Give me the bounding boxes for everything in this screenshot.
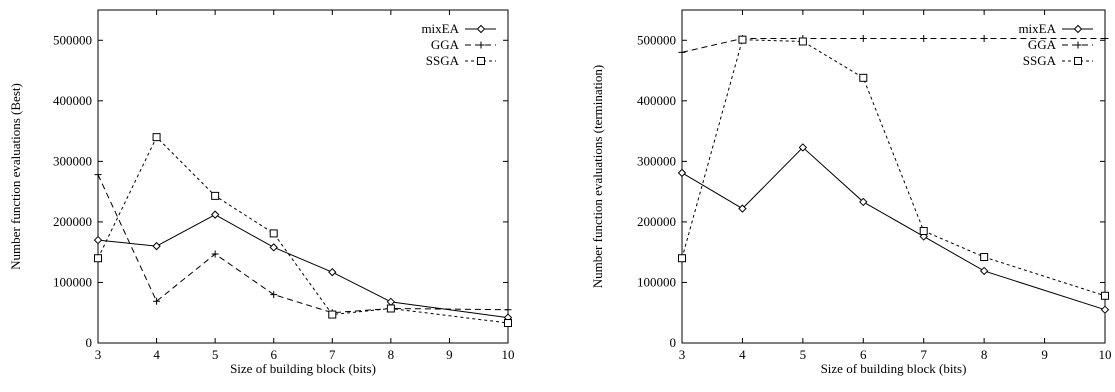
data-point (93, 235, 103, 245)
series-line (97, 174, 509, 314)
y-tick-label: 200000 (53, 214, 92, 229)
data-point (798, 143, 808, 152)
x-tick-label: 3 (95, 347, 102, 362)
data-point (211, 250, 219, 258)
data-point (920, 34, 928, 42)
x-tick-label: 6 (860, 347, 867, 362)
x-tick-label: 9 (1041, 347, 1048, 362)
data-point (152, 133, 161, 142)
series-line (97, 136, 509, 324)
data-point (270, 291, 278, 299)
x-tick-label: 5 (800, 347, 807, 362)
data-point (328, 310, 337, 319)
data-point (504, 306, 512, 314)
data-point (677, 168, 687, 178)
y-tick-label: 100000 (53, 274, 92, 289)
y-tick-label: 500000 (53, 32, 92, 47)
y-tick-label: 200000 (637, 214, 676, 229)
legend-label: mixEA (421, 21, 459, 36)
x-tick-label: 7 (920, 347, 927, 362)
y-tick-label: 0 (86, 335, 93, 350)
series-SSGA (94, 133, 512, 328)
data-point (1101, 34, 1109, 42)
data-point (94, 171, 102, 179)
data-point (678, 48, 686, 56)
y-tick-label: 400000 (637, 93, 676, 108)
y-axis-label: Number function evaluations (termination… (590, 65, 605, 288)
y-tick-label: 400000 (53, 93, 92, 108)
legend-label: SSGA (1023, 53, 1057, 68)
y-axis-label: Number function evaluations (Best) (8, 83, 23, 270)
legend-marker (1074, 41, 1082, 49)
legend-label: SSGA (426, 53, 460, 68)
data-point (153, 297, 161, 305)
series-mixEA (677, 143, 1110, 314)
x-tick-label: 6 (270, 347, 277, 362)
data-point (328, 267, 337, 277)
legend-marker (476, 24, 486, 34)
x-tick-label: 4 (739, 347, 746, 362)
x-tick-label: 7 (329, 347, 336, 362)
data-point (210, 210, 220, 219)
x-tick-label: 10 (502, 347, 515, 362)
legend-marker (477, 41, 485, 49)
legend-marker (1073, 24, 1083, 34)
y-tick-label: 100000 (637, 274, 676, 289)
series-line (97, 214, 509, 319)
data-point (269, 229, 278, 238)
data-point (269, 243, 278, 252)
data-point (859, 73, 868, 82)
data-point (979, 266, 989, 276)
x-tick-label: 9 (446, 347, 453, 362)
y-tick-label: 300000 (53, 153, 92, 168)
data-point (798, 37, 807, 46)
x-tick-label: 4 (153, 347, 160, 362)
data-point (980, 34, 988, 42)
legend-label: mixEA (1018, 21, 1056, 36)
chart-2: 3 4 5 6 7 8 9 10 0 100000 200000 300000 400000 500000… (590, 9, 1112, 376)
data-point (919, 226, 928, 235)
x-axis-label: Size of building block (bits) (821, 361, 967, 376)
legend-marker (477, 57, 485, 65)
data-point (152, 241, 161, 251)
data-point (859, 34, 867, 42)
chart-1: 3 4 5 6 7 8 9 10 0 100000 200000 300000 400000 500000… (8, 9, 515, 376)
series-line (681, 146, 1106, 311)
data-point (1100, 305, 1110, 314)
x-tick-label: 5 (212, 347, 219, 362)
data-point (738, 35, 747, 44)
x-tick-label: 8 (388, 347, 395, 362)
data-point (94, 254, 102, 263)
series-line (681, 39, 1106, 297)
x-tick-label: 3 (679, 347, 686, 362)
legend-label: GGA (1028, 37, 1057, 52)
x-tick-label: 10 (1099, 347, 1112, 362)
data-point (504, 319, 512, 328)
data-point (386, 297, 396, 307)
data-point (980, 253, 989, 262)
data-point (859, 197, 868, 207)
legend-marker (1074, 57, 1082, 65)
data-point (678, 254, 686, 263)
data-point (1101, 291, 1109, 300)
series-mixEA (93, 210, 513, 322)
legend-label: GGA (431, 37, 460, 52)
data-point (738, 204, 747, 213)
y-tick-label: 300000 (637, 153, 676, 168)
x-tick-label: 8 (981, 347, 988, 362)
series-SSGA (678, 35, 1109, 300)
x-axis-label: Size of building block (bits) (230, 361, 376, 376)
y-tick-label: 0 (670, 335, 677, 350)
data-point (211, 191, 220, 200)
data-point (386, 304, 395, 313)
y-tick-label: 500000 (637, 32, 676, 47)
